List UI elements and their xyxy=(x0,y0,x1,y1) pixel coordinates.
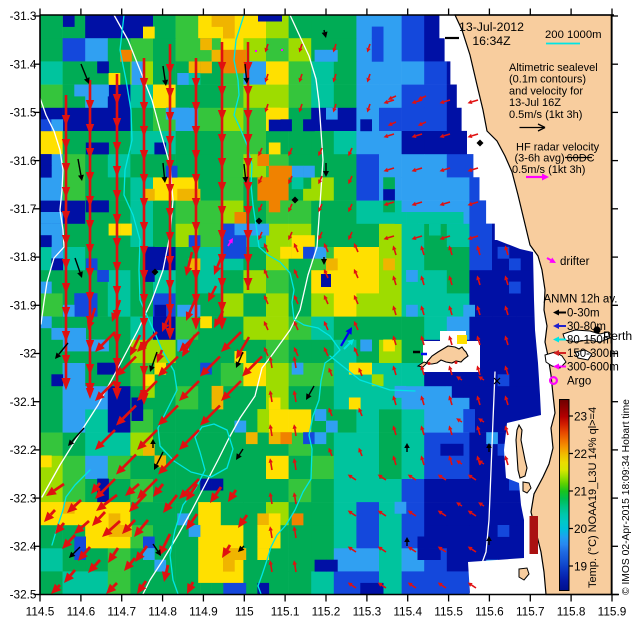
svg-text:(0.1m contours): (0.1m contours) xyxy=(509,74,586,86)
svg-text:Argo: Argo xyxy=(567,376,591,388)
svg-text:115.3: 115.3 xyxy=(353,605,382,619)
svg-text:drifter: drifter xyxy=(560,256,590,268)
svg-text:ANMN 12h av.: ANMN 12h av. xyxy=(544,294,618,306)
svg-text:0.5m/s (1kt 3h): 0.5m/s (1kt 3h) xyxy=(512,164,585,176)
svg-text:-32.3: -32.3 xyxy=(10,491,37,505)
svg-text:115.5: 115.5 xyxy=(434,605,463,619)
svg-text:-32: -32 xyxy=(19,347,36,361)
svg-text:© IMOS 02-Apr-2015 18:09:34 Ho: © IMOS 02-Apr-2015 18:09:34 Hobart time xyxy=(621,399,632,595)
svg-text:60DC: 60DC xyxy=(567,153,595,165)
svg-text:Perth: Perth xyxy=(603,329,632,343)
svg-text:20: 20 xyxy=(574,522,588,536)
svg-text:-31.6: -31.6 xyxy=(10,154,37,168)
svg-text:115.1: 115.1 xyxy=(271,605,300,619)
svg-text:114.7: 114.7 xyxy=(107,605,136,619)
svg-text:Altimetric sealevel: Altimetric sealevel xyxy=(509,62,598,74)
svg-text:200 1000m: 200 1000m xyxy=(545,29,602,41)
svg-text:80-150m: 80-150m xyxy=(567,335,612,347)
svg-text:22: 22 xyxy=(574,447,587,461)
svg-text:21: 21 xyxy=(574,485,587,499)
svg-text:HF radar velocity: HF radar velocity xyxy=(516,142,600,154)
svg-text:16:34Z: 16:34Z xyxy=(472,34,511,48)
svg-text:13-Jul-2012: 13-Jul-2012 xyxy=(459,20,524,34)
svg-text:-32.1: -32.1 xyxy=(10,395,37,409)
svg-text:13-Jul 16Z: 13-Jul 16Z xyxy=(509,97,561,109)
svg-text:-31.7: -31.7 xyxy=(10,202,37,216)
svg-text:150-300m: 150-300m xyxy=(567,348,619,360)
svg-text:23: 23 xyxy=(574,410,588,424)
svg-text:-31.9: -31.9 xyxy=(10,299,37,313)
svg-text:Temp. (°C) NOAA19_L3U 14% ql>=: Temp. (°C) NOAA19_L3U 14% ql>=4 xyxy=(587,407,599,588)
svg-text:-31.5: -31.5 xyxy=(10,106,37,120)
svg-text:-32.2: -32.2 xyxy=(10,443,37,457)
svg-text:-31.8: -31.8 xyxy=(10,250,37,264)
svg-text:114.5: 114.5 xyxy=(26,605,55,619)
svg-text:115.6: 115.6 xyxy=(475,605,504,619)
svg-text:300-600m: 300-600m xyxy=(567,362,619,374)
svg-text:114.9: 114.9 xyxy=(189,605,218,619)
svg-text:115.7: 115.7 xyxy=(516,605,545,619)
svg-text:115.2: 115.2 xyxy=(312,605,341,619)
svg-text:114.6: 114.6 xyxy=(67,605,96,619)
svg-text:-31.4: -31.4 xyxy=(10,57,37,71)
svg-text:30-80m: 30-80m xyxy=(567,321,606,333)
svg-text:115: 115 xyxy=(235,605,254,619)
svg-text:0.5m/s (1kt 3h): 0.5m/s (1kt 3h) xyxy=(509,109,582,121)
svg-text:115.8: 115.8 xyxy=(557,605,586,619)
svg-text:115.4: 115.4 xyxy=(393,605,422,619)
svg-text:115.9: 115.9 xyxy=(598,605,627,619)
svg-text:19: 19 xyxy=(574,560,587,574)
svg-text:114.8: 114.8 xyxy=(148,605,177,619)
svg-text:0-30m: 0-30m xyxy=(567,308,600,320)
svg-text:-31.3: -31.3 xyxy=(10,9,37,23)
svg-text:-32.4: -32.4 xyxy=(10,540,37,554)
svg-text:-32.5: -32.5 xyxy=(10,588,37,602)
svg-text:and velocity for: and velocity for xyxy=(509,85,583,97)
svg-text:(3-6h avg): (3-6h avg) xyxy=(515,153,565,165)
